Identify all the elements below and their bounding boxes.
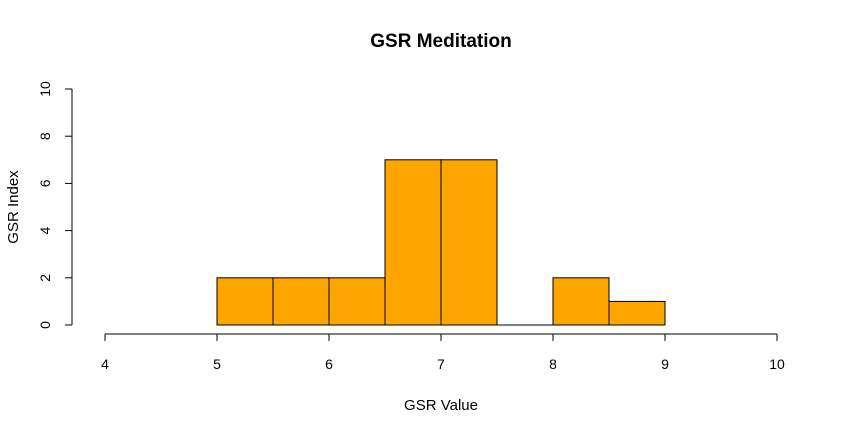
histogram-bar-1 — [272, 277, 330, 326]
histogram-bar-6 — [552, 277, 610, 326]
y-axis: 0 2 4 6 8 10 — [37, 81, 73, 329]
x-tick-label-9: 9 — [661, 356, 669, 372]
y-tick-label-10: 10 — [37, 81, 53, 97]
x-tick-label-5: 5 — [213, 356, 221, 372]
histogram-bar-7 — [608, 300, 666, 326]
x-axis-label: GSR Value — [404, 397, 478, 414]
x-tick-label-8: 8 — [549, 356, 557, 372]
histogram-bar-2 — [328, 277, 386, 326]
chart-title: GSR Meditation — [370, 31, 511, 52]
histogram-bar-3 — [384, 159, 442, 326]
x-tick-label-6: 6 — [325, 356, 333, 372]
x-tick-label-7: 7 — [437, 356, 445, 372]
y-axis-label: GSR Index — [5, 170, 22, 244]
x-tick-label-4: 4 — [101, 356, 109, 372]
bars-group — [216, 159, 666, 326]
y-tick-label-8: 8 — [37, 132, 53, 140]
y-tick-label-2: 2 — [37, 274, 53, 282]
x-axis: 4 5 6 7 8 9 10 — [101, 333, 785, 372]
histogram-bar-0 — [216, 277, 274, 326]
y-tick-label-4: 4 — [37, 226, 53, 234]
y-tick-label-0: 0 — [37, 321, 53, 329]
y-tick-label-6: 6 — [37, 179, 53, 187]
x-tick-label-10: 10 — [769, 356, 785, 372]
histogram-bar-4 — [440, 159, 498, 326]
